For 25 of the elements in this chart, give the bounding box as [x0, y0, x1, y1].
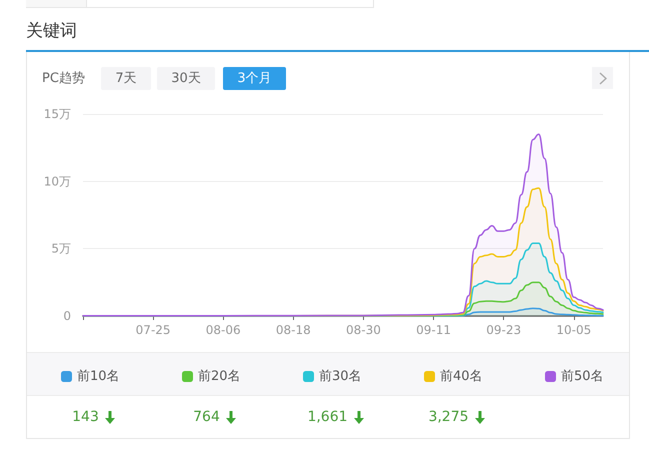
text: 7天: [101, 67, 151, 90]
x-tick-label: 09-23: [486, 323, 522, 337]
legend-label: 前30名: [319, 369, 362, 384]
chart-title: 关键词: [26, 20, 77, 43]
x-tick-label: 08-06: [206, 323, 241, 337]
text: 143: [72, 409, 99, 425]
legend-label: 前50名: [561, 369, 604, 384]
legend-label: 前40名: [440, 369, 483, 384]
text: 30天: [157, 67, 215, 90]
chart-subtitle: PC趋势: [42, 70, 85, 88]
legend-label: 前10名: [77, 369, 120, 384]
y-tick-label: 5万: [51, 242, 71, 256]
text: 1,661: [307, 409, 348, 425]
x-tick-label: 08-18: [276, 323, 311, 337]
x-tick-label: 10-05: [556, 323, 592, 337]
x-tick-label: 09-11: [416, 323, 451, 337]
x-tick-label: 07-25: [136, 323, 171, 337]
x-tick-label: 08-30: [346, 323, 381, 337]
text: 764: [193, 409, 220, 425]
legend-label: 前20名: [198, 369, 241, 384]
y-tick-label: 10万: [44, 174, 71, 188]
y-tick-label: 15万: [44, 107, 71, 121]
y-tick-label: 0: [63, 309, 71, 323]
text: 3个月: [223, 67, 286, 90]
text: 3,275: [428, 409, 469, 425]
